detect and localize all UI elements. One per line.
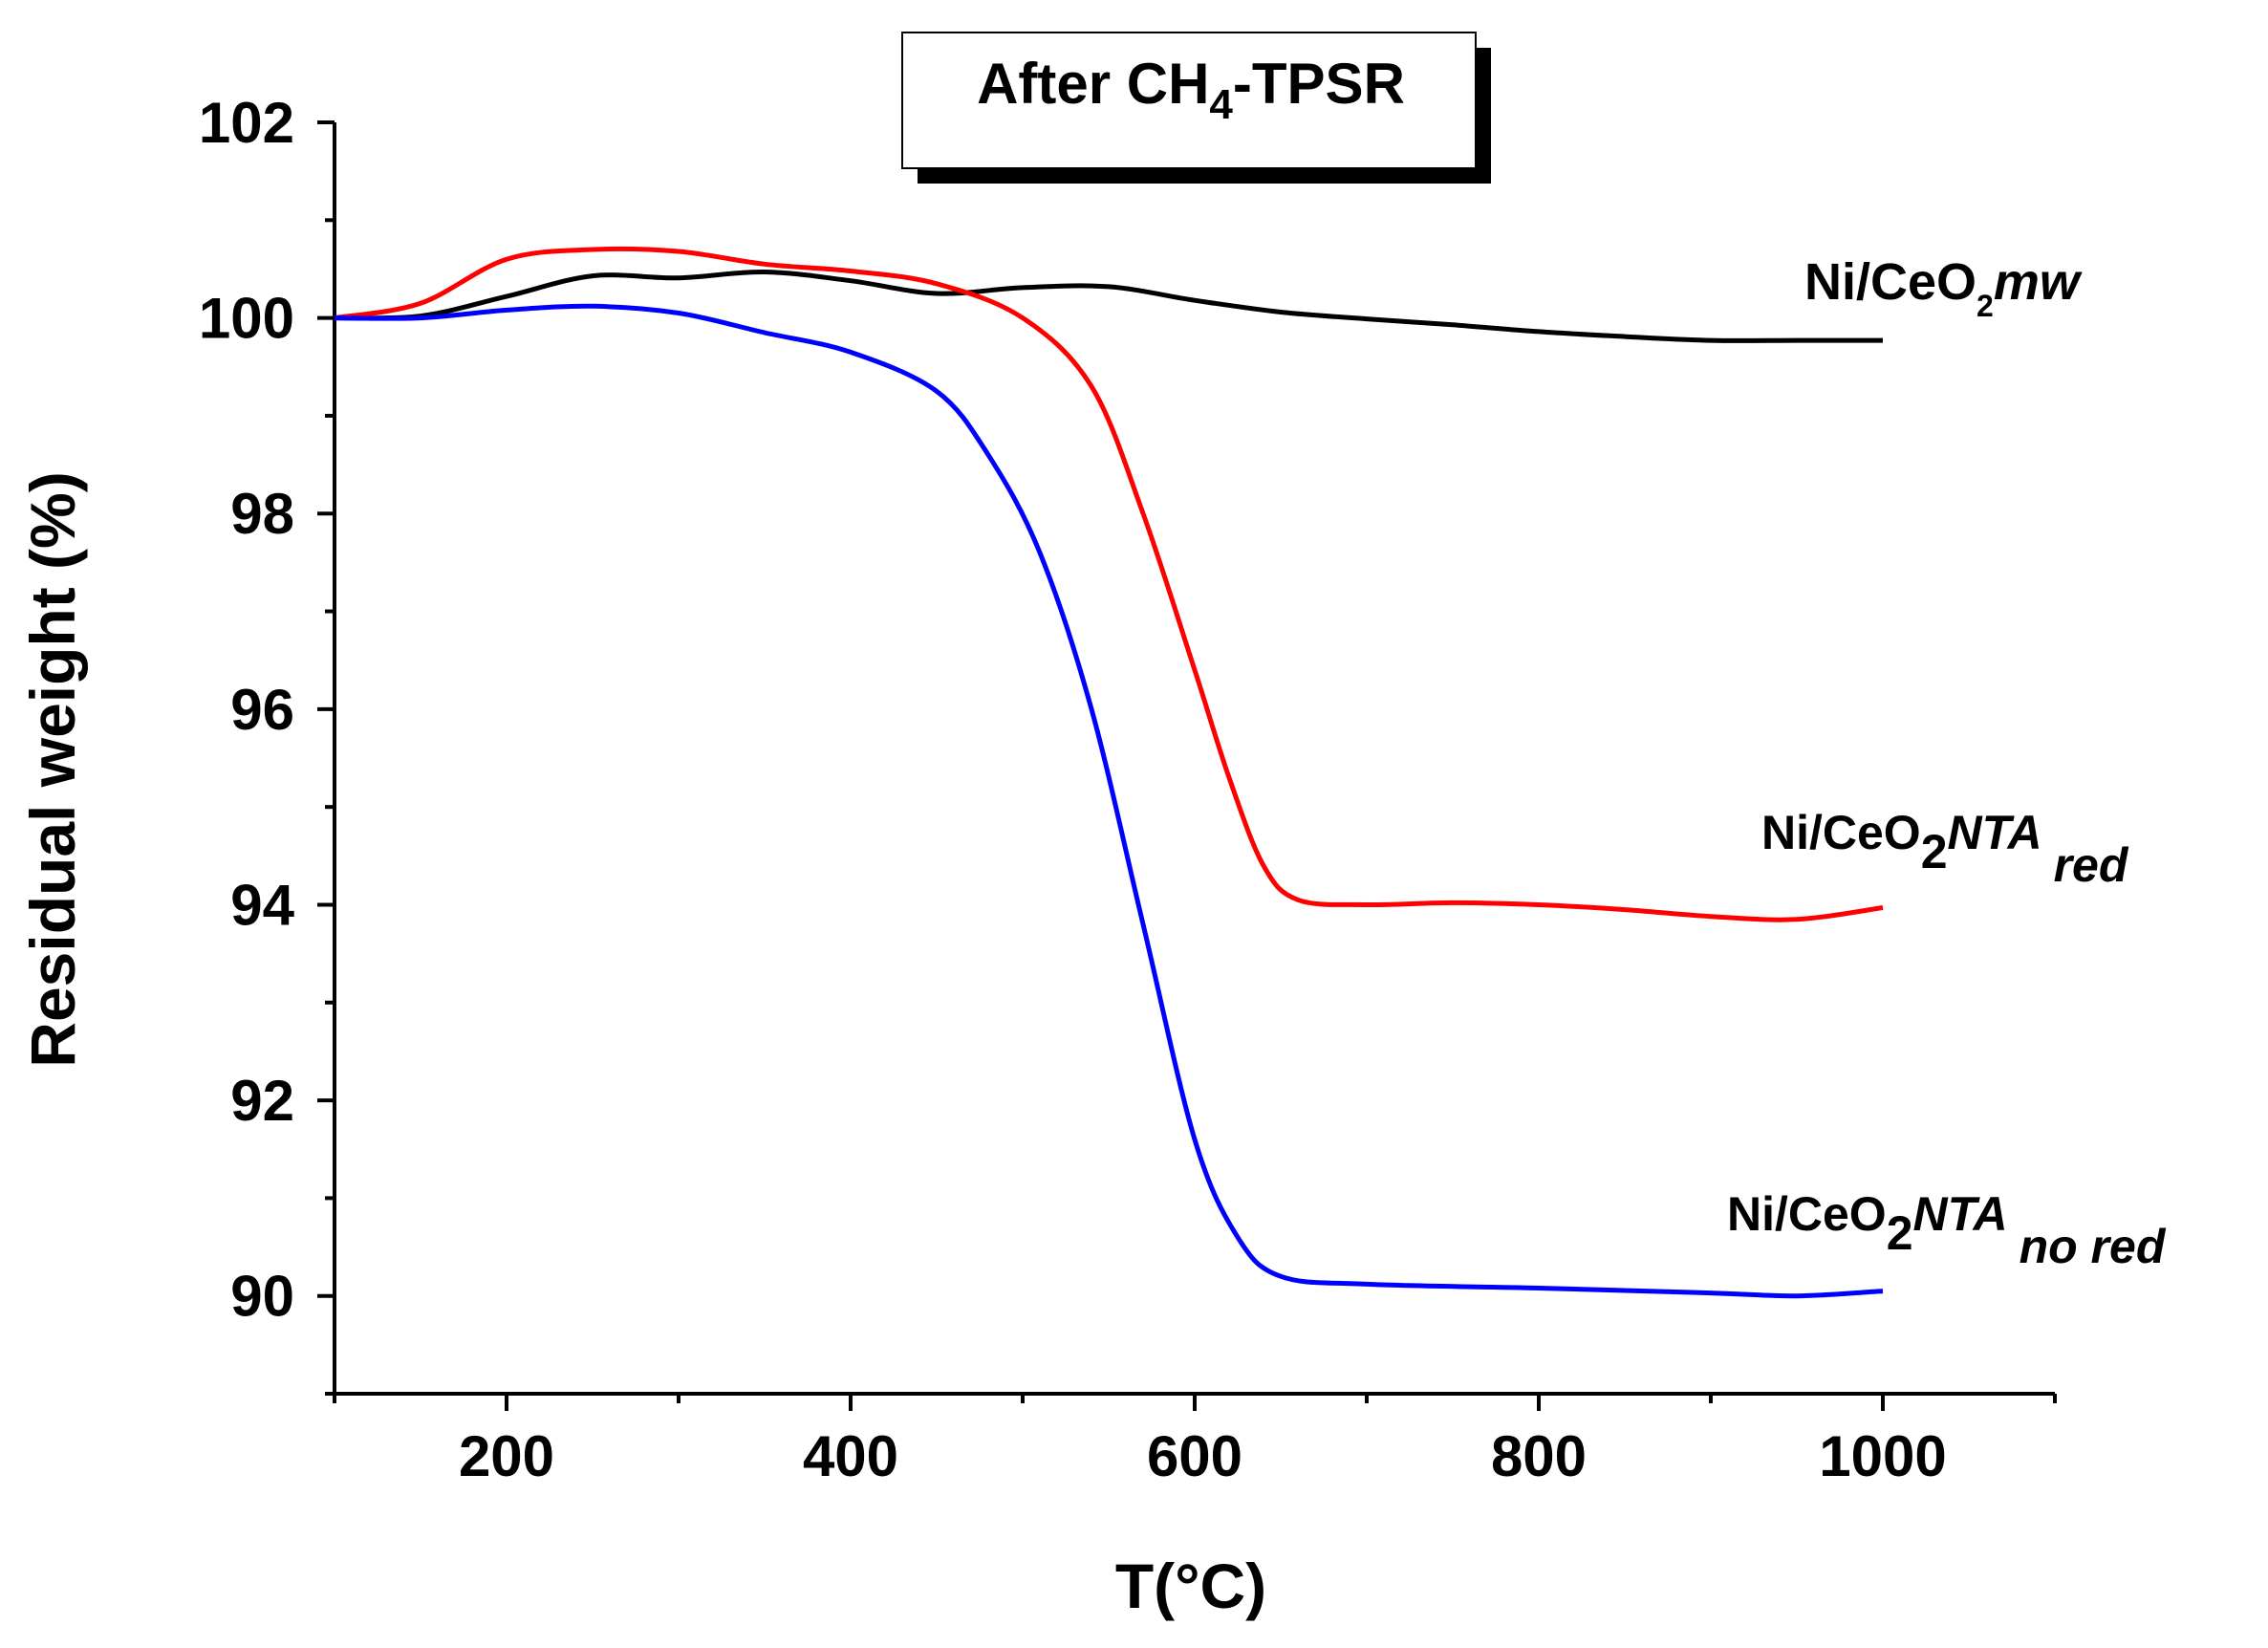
y-axis-label: Residual weight (%) xyxy=(17,471,88,1067)
x-axis-label: T(°C) xyxy=(1115,1550,1266,1621)
series-layer xyxy=(334,246,1884,1299)
y-tick-label: 94 xyxy=(230,873,294,937)
series-label-nored: Ni/CeO2NTAno red xyxy=(1727,1187,2167,1273)
x-tick-label: 200 xyxy=(459,1424,554,1488)
series-label-nored-italic-sub: no red xyxy=(2020,1220,2167,1273)
x-tick-label: 600 xyxy=(1147,1424,1242,1488)
series-label-mw: Ni/CeO2mw xyxy=(1804,253,2083,323)
series-line-ni-ceo2-nta-red xyxy=(334,246,1884,922)
x-tick-label: 800 xyxy=(1491,1424,1587,1488)
series-label-red-italic: NTA xyxy=(1948,806,2042,859)
series-line-ni-ceo2-mw xyxy=(334,269,1883,343)
series-label-red-italic-sub: red xyxy=(2054,838,2129,892)
y-tick-label: 98 xyxy=(230,482,294,546)
y-tick-label: 96 xyxy=(230,678,294,742)
y-tick-label: 102 xyxy=(199,91,294,155)
series-label-mw-sub: 2 xyxy=(1976,289,1994,323)
series-label-mw-italic: mw xyxy=(1994,253,2083,311)
y-ticks: 90 92 94 96 98 100 102 xyxy=(199,91,335,1396)
x-ticks: 200 400 600 800 1000 xyxy=(333,1394,2057,1488)
series-label-nored-sub: 2 xyxy=(1887,1206,1913,1260)
x-tick-label: 400 xyxy=(803,1424,898,1488)
series-label-red-base: Ni/CeO xyxy=(1761,806,1921,859)
chart-title-main: After CH xyxy=(977,52,1209,116)
title-box: After CH4-TPSR xyxy=(901,32,1491,184)
title-box-frame xyxy=(901,32,1477,169)
series-label-red-sub: 2 xyxy=(1921,825,1948,878)
y-tick-label: 100 xyxy=(199,287,294,351)
y-tick-label: 90 xyxy=(230,1265,294,1329)
series-label-red: Ni/CeO2NTAred xyxy=(1761,806,2129,892)
x-tick-label: 1000 xyxy=(1819,1424,1946,1488)
series-label-nored-base: Ni/CeO xyxy=(1727,1187,1887,1241)
chart-title-rest: -TPSR xyxy=(1233,52,1405,116)
series-label-nored-italic: NTA xyxy=(1913,1187,2008,1241)
chart-title-subscript: 4 xyxy=(1209,81,1233,128)
series-line-ni-ceo2-nta-no-red xyxy=(334,303,1884,1299)
chart-title: After CH4-TPSR xyxy=(977,52,1405,128)
y-tick-label: 92 xyxy=(230,1069,294,1133)
series-label-mw-base: Ni/CeO xyxy=(1804,253,1976,311)
